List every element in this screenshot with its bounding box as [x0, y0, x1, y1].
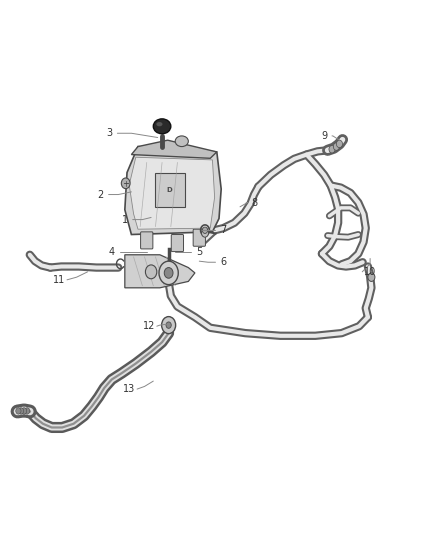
Circle shape: [164, 268, 173, 278]
Polygon shape: [129, 157, 215, 229]
Text: 7: 7: [220, 225, 226, 235]
FancyBboxPatch shape: [155, 173, 185, 207]
Text: 12: 12: [143, 321, 155, 331]
Text: 4: 4: [109, 247, 115, 256]
Text: 6: 6: [220, 257, 226, 267]
Circle shape: [166, 322, 171, 328]
Circle shape: [18, 408, 24, 414]
Circle shape: [121, 178, 130, 189]
Ellipse shape: [153, 119, 171, 134]
Text: 5: 5: [196, 247, 202, 256]
Circle shape: [162, 317, 176, 334]
Circle shape: [201, 229, 208, 237]
Circle shape: [16, 408, 21, 414]
Text: 8: 8: [251, 198, 257, 207]
Polygon shape: [131, 140, 217, 158]
Circle shape: [368, 273, 375, 281]
Circle shape: [25, 408, 30, 414]
Polygon shape: [125, 255, 195, 288]
Ellipse shape: [156, 122, 162, 126]
Circle shape: [202, 227, 208, 233]
Circle shape: [145, 265, 157, 279]
Circle shape: [336, 140, 343, 148]
Ellipse shape: [175, 136, 188, 147]
Polygon shape: [125, 147, 221, 235]
Circle shape: [329, 146, 335, 153]
Text: 10: 10: [364, 267, 376, 277]
FancyBboxPatch shape: [141, 232, 153, 249]
Text: 9: 9: [321, 131, 327, 141]
FancyBboxPatch shape: [193, 229, 205, 246]
Text: 3: 3: [106, 128, 113, 138]
Circle shape: [159, 261, 178, 285]
Circle shape: [333, 143, 339, 150]
FancyBboxPatch shape: [171, 235, 184, 252]
Text: 13: 13: [123, 384, 135, 394]
Text: 11: 11: [53, 275, 65, 285]
Text: D: D: [167, 187, 173, 192]
Text: 2: 2: [98, 190, 104, 199]
Text: 1: 1: [122, 215, 128, 224]
Circle shape: [21, 408, 27, 414]
